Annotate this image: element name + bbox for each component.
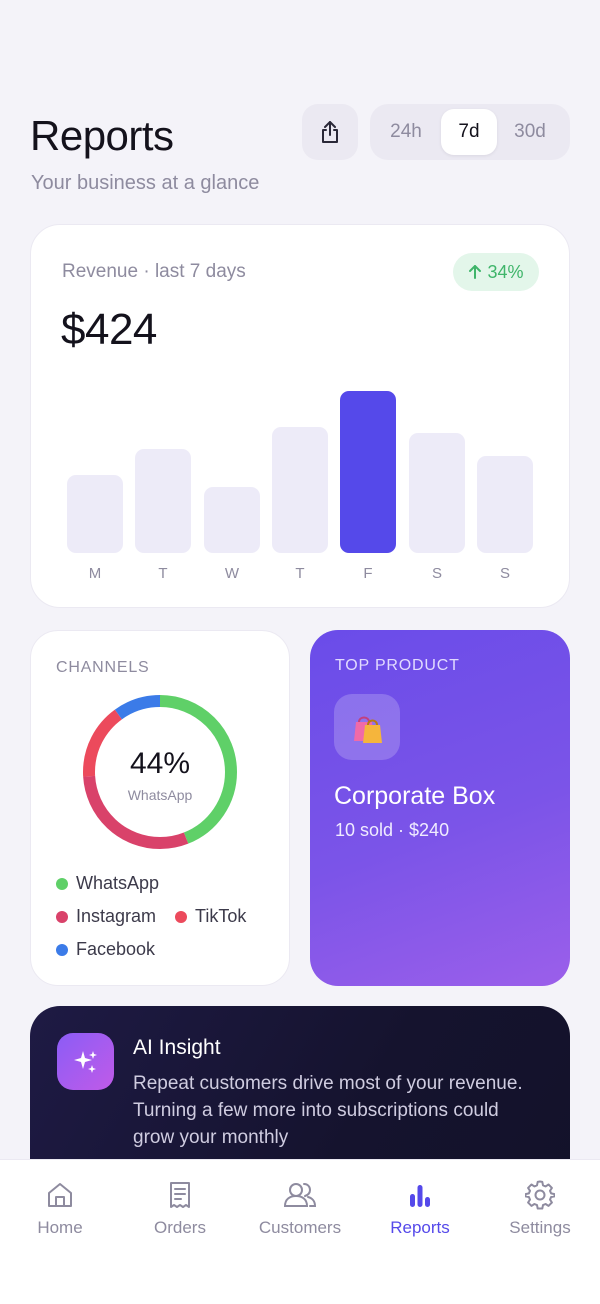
ai-insight-title: AI Insight: [133, 1036, 221, 1059]
legend-tiktok: TikTok: [175, 906, 246, 927]
nav-item-settings[interactable]: Settings: [480, 1180, 600, 1238]
donut-segment-instagram: [83, 695, 237, 849]
users-icon: [283, 1183, 317, 1207]
nav-label: Settings: [509, 1218, 571, 1237]
chart-bar[interactable]: [340, 391, 396, 553]
range-7d-tab[interactable]: 7d: [441, 109, 497, 155]
nav-label: Customers: [258, 1218, 342, 1237]
nav-item-reports[interactable]: Reports: [360, 1180, 480, 1238]
legend-whatsapp: WhatsApp: [56, 873, 159, 894]
page-subtitle: Your business at a glance: [31, 172, 260, 194]
legend-label: Instagram: [76, 906, 157, 926]
chart-bar[interactable]: [409, 433, 465, 553]
legend-dot: [56, 910, 68, 923]
x-tick-label: T: [295, 565, 305, 582]
arrow-up-icon: [469, 265, 482, 279]
time-range-selector: 24h 7d 30d: [370, 104, 570, 160]
bottom-nav: Home Orders Customers Reports: [0, 1159, 600, 1304]
share-icon: [322, 121, 338, 143]
top-product-title: TOP PRODUCT: [335, 657, 460, 674]
ai-insight-text: Repeat customers drive most of your reve…: [133, 1073, 523, 1148]
legend-label: Facebook: [76, 939, 156, 959]
page-title: Reports: [30, 112, 174, 159]
donut-center-label: WhatsApp: [127, 787, 193, 803]
sparkles-icon: [73, 1050, 97, 1073]
nav-label: Orders: [154, 1218, 206, 1237]
x-tick-label: T: [158, 565, 168, 582]
donut-center-value: 44%: [129, 747, 191, 780]
x-tick-label: S: [431, 565, 442, 582]
legend-label: TikTok: [195, 906, 247, 926]
nav-item-orders[interactable]: Orders: [120, 1180, 240, 1238]
nav-label: Home: [37, 1218, 83, 1237]
ai-icon-tile: [57, 1033, 114, 1090]
x-tick-label: S: [499, 565, 510, 582]
legend-dot: [56, 943, 68, 956]
revenue-value: $424: [61, 305, 157, 354]
legend-instagram: Instagram: [56, 906, 156, 927]
nav-item-home[interactable]: Home: [0, 1180, 120, 1238]
shopping-bags-icon: [354, 716, 382, 743]
revenue-change-badge: 34%: [453, 253, 539, 291]
x-tick-label: F: [363, 565, 373, 582]
x-tick-label: W: [224, 565, 240, 582]
chart-bar[interactable]: [477, 456, 533, 553]
donut-segment-tiktok: [83, 695, 237, 849]
x-tick-label: M: [88, 565, 102, 582]
home-icon: [48, 1183, 72, 1207]
bar-chart-icon: [410, 1185, 430, 1207]
revenue-label: Revenue · last 7 days: [62, 261, 246, 282]
legend-dot: [175, 910, 187, 923]
chart-bar[interactable]: [135, 449, 191, 553]
share-button[interactable]: [302, 104, 358, 160]
top-product-detail: 10 sold · $240: [335, 820, 450, 840]
product-icon-tile: [334, 694, 400, 760]
chart-bar[interactable]: [67, 475, 123, 553]
legend-label: WhatsApp: [76, 873, 160, 893]
channels-donut-chart: [83, 695, 237, 849]
range-30d-tab[interactable]: 30d: [514, 121, 546, 142]
donut-segment-facebook: [83, 695, 237, 849]
channels-card: CHANNELS 44% WhatsApp WhatsApp Instagram…: [30, 630, 290, 986]
legend-dot: [56, 877, 68, 890]
channels-title: CHANNELS: [56, 659, 150, 676]
nav-label: Reports: [390, 1218, 450, 1237]
revenue-card: Revenue · last 7 days 34% $424 M T W T F S S: [30, 224, 570, 608]
top-product-card[interactable]: TOP PRODUCT Corporate Box 10 sold · $240: [310, 630, 570, 986]
revenue-change-value: 34%: [487, 261, 524, 282]
chart-bar[interactable]: [272, 427, 328, 553]
range-24h-tab[interactable]: 24h: [390, 121, 422, 142]
gear-icon: [525, 1180, 555, 1210]
nav-item-customers[interactable]: Customers: [240, 1180, 360, 1238]
legend-facebook: Facebook: [56, 939, 155, 960]
receipt-icon: [170, 1182, 190, 1208]
chart-bar[interactable]: [204, 487, 260, 553]
top-product-name: Corporate Box: [334, 782, 496, 810]
